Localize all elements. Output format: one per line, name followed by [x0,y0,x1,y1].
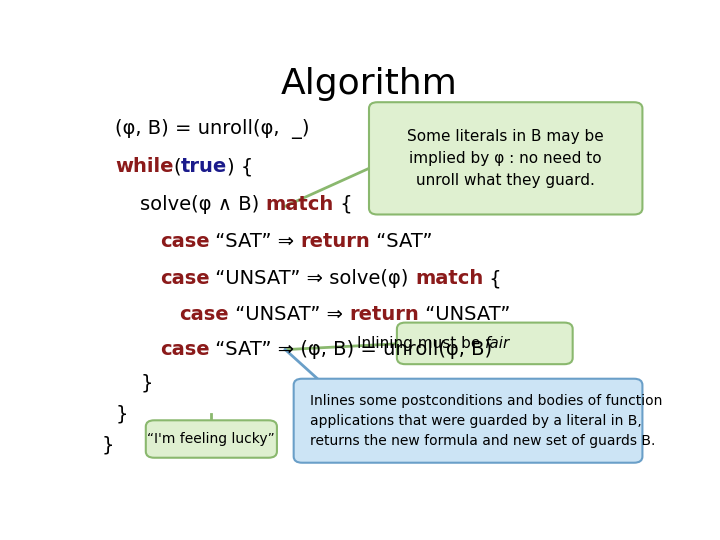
FancyBboxPatch shape [369,102,642,214]
Text: (φ, B) = unroll(φ,  _): (φ, B) = unroll(φ, _) [115,119,310,139]
Text: case: case [160,232,210,251]
Text: ) {: ) { [228,157,253,176]
Text: return: return [301,232,371,251]
Text: Inlines some postconditions and bodies of function
applications that were guarde: Inlines some postconditions and bodies o… [310,394,663,448]
Text: “SAT” ⇒ (φ, B) = unroll(φ, B): “SAT” ⇒ (φ, B) = unroll(φ, B) [210,340,492,359]
Text: “I'm feeling lucky”: “I'm feeling lucky” [148,432,275,446]
Text: }: } [115,404,127,423]
Text: case: case [160,340,210,359]
Text: true: true [181,157,228,176]
Text: “UNSAT” ⇒ solve(φ): “UNSAT” ⇒ solve(φ) [210,269,415,288]
Text: “UNSAT”: “UNSAT” [419,305,510,324]
FancyBboxPatch shape [145,420,277,458]
Text: case: case [179,305,229,324]
Text: (: ( [174,157,181,176]
Text: }: } [101,436,114,455]
Text: Some literals in B may be
implied by φ : no need to
unroll what they guard.: Some literals in B may be implied by φ :… [408,129,604,188]
Text: fair: fair [485,336,510,351]
Text: return: return [349,305,419,324]
FancyBboxPatch shape [294,379,642,463]
Text: solve(φ ∧ B): solve(φ ∧ B) [140,194,266,214]
Text: {: { [483,269,502,288]
Text: “SAT” ⇒: “SAT” ⇒ [210,232,301,251]
FancyBboxPatch shape [397,322,572,364]
Text: while: while [115,157,174,176]
Text: case: case [160,269,210,288]
Text: }: } [140,373,153,393]
Text: match: match [415,269,483,288]
Text: “UNSAT” ⇒: “UNSAT” ⇒ [229,305,349,324]
Text: “SAT”: “SAT” [371,232,433,251]
Text: Inlining must be: Inlining must be [356,336,485,351]
Text: Algorithm: Algorithm [281,66,457,100]
Text: {: { [334,194,353,214]
Text: match: match [266,194,334,214]
